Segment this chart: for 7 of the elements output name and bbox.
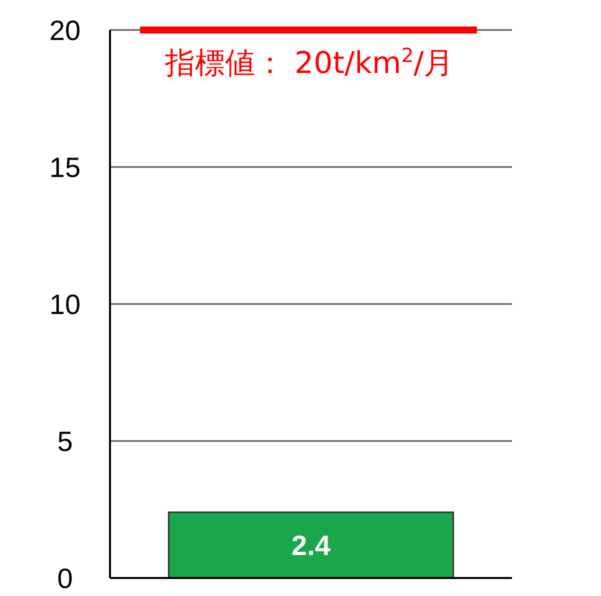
y-tick-label: 0 [57, 563, 73, 594]
y-tick-label: 20 [49, 15, 81, 46]
y-tick-label: 5 [57, 426, 73, 458]
ref-line-label: 指標値： 20t/km$^{2}$/月 [164, 44, 454, 81]
y-tick-label: 15 [49, 152, 81, 184]
y-tick-label: 10 [49, 289, 81, 320]
data-label: 2.4 [292, 530, 331, 562]
